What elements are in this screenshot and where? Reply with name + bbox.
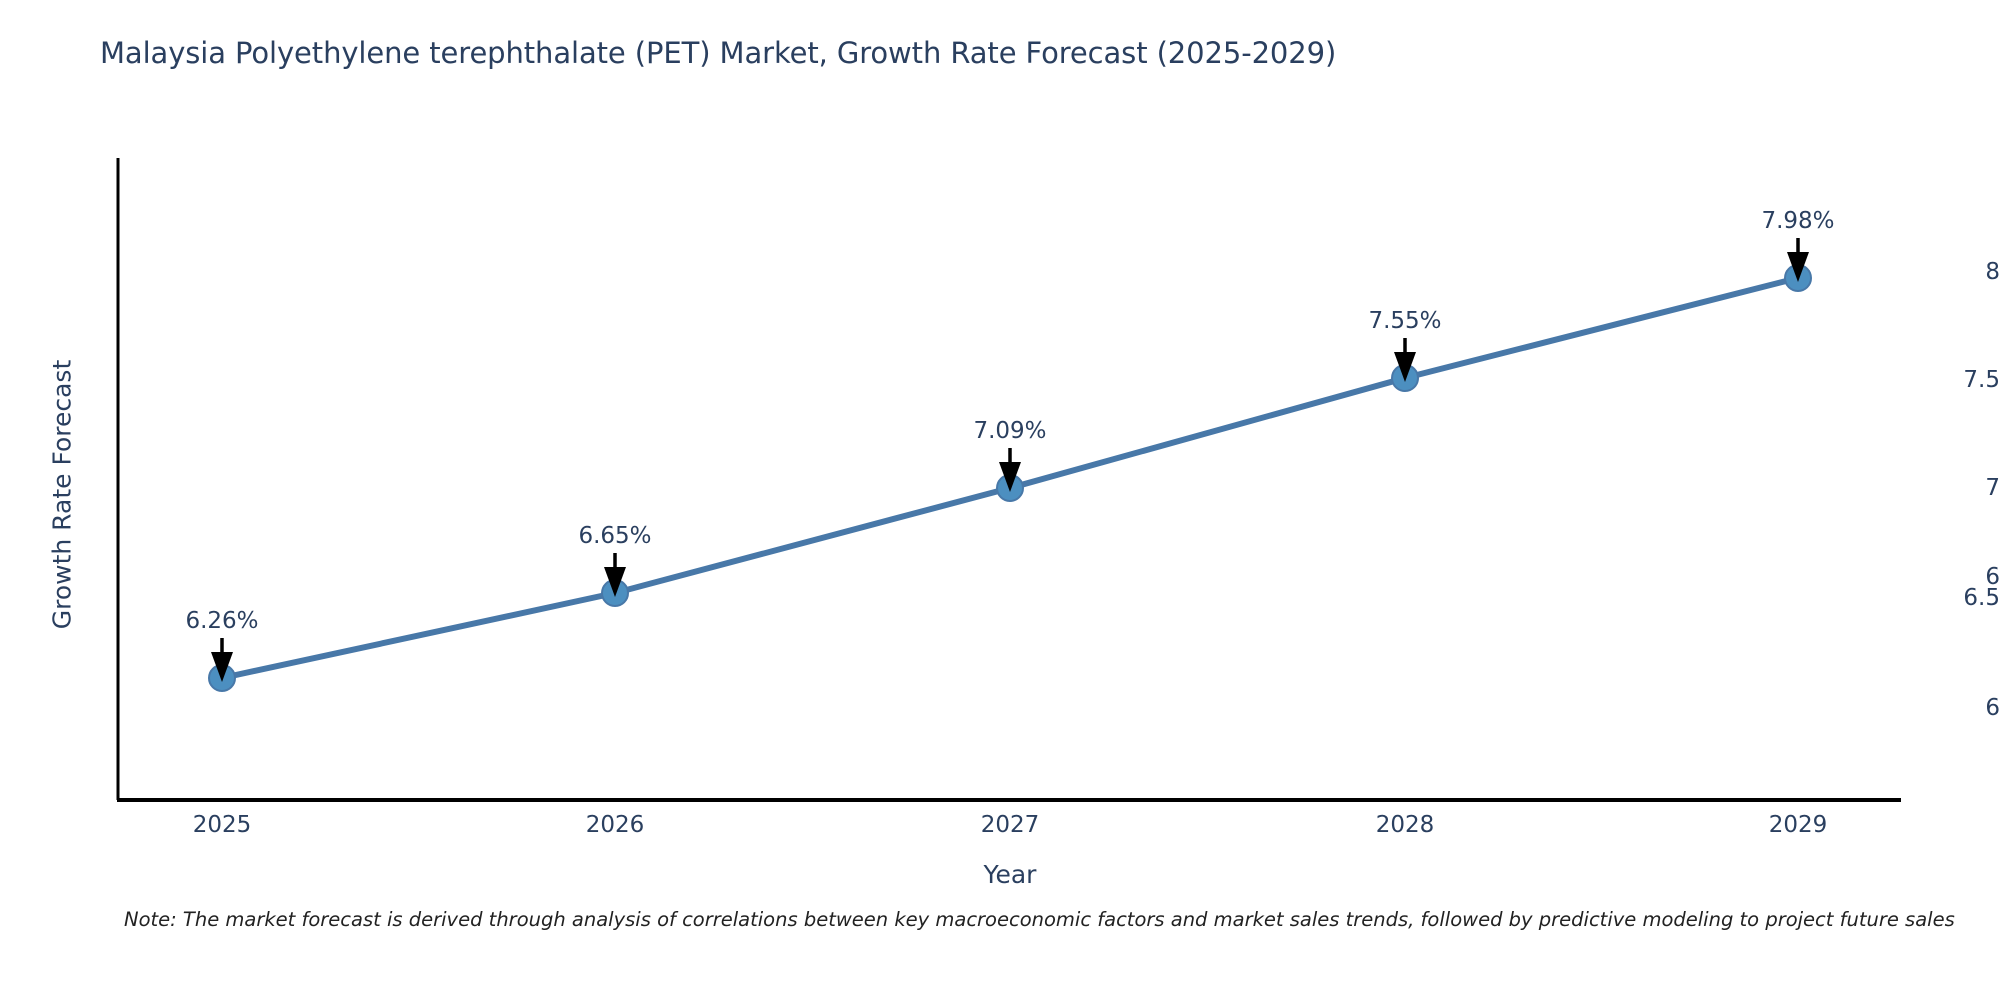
x-tick-label-2029: 2029 [1768, 812, 1828, 838]
annotation-arrow-2028 [1394, 338, 1416, 382]
annotation-arrow-2025 [211, 638, 233, 682]
x-tick-label-2025: 2025 [192, 812, 252, 838]
y-tick-label-7: 7 [1985, 475, 2000, 501]
y-tick-label-7-5: 7.5 [1963, 367, 2000, 393]
y-tick-label-6: 6 [1985, 564, 2000, 590]
data-label-2026: 6.65% [578, 523, 652, 549]
x-axis-title: Year [983, 860, 1037, 889]
chart-title: Malaysia Polyethylene terephthalate (PET… [100, 36, 1337, 70]
data-label-2029: 7.98% [1761, 208, 1835, 234]
data-label-2028: 7.55% [1368, 308, 1442, 334]
x-tick-label-2028: 2028 [1375, 812, 1435, 838]
y-tick-label-8: 8 [1985, 259, 2000, 285]
data-label-2027: 7.09% [973, 418, 1047, 444]
y-tick-label-6-5: 6.5 [1963, 585, 2000, 611]
annotation-arrow-2026 [604, 553, 626, 597]
annotation-arrow-2029 [1787, 238, 1809, 282]
data-label-2025: 6.26% [185, 608, 259, 634]
annotation-arrow-2027 [999, 448, 1021, 492]
x-tick-label-2027: 2027 [980, 812, 1040, 838]
y-tick-label-6-low: 6 [1985, 695, 2000, 721]
chart-footnote: Note: The market forecast is derived thr… [124, 908, 1955, 931]
x-tick-label-2026: 2026 [585, 812, 645, 838]
x-axis-title-wrap: Year [0, 860, 2000, 889]
